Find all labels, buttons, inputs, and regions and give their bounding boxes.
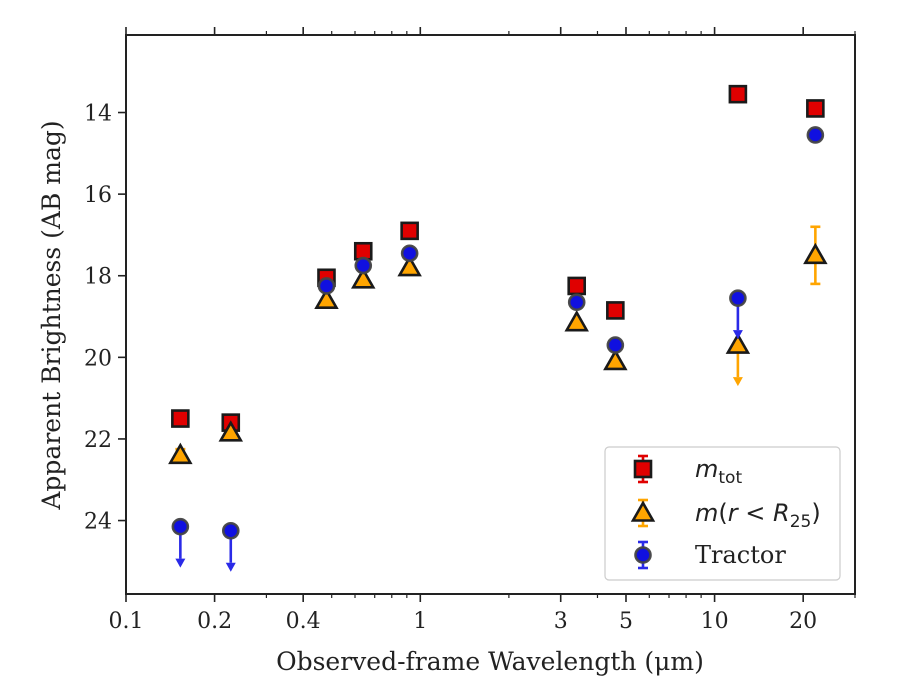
tractor-point [729, 289, 747, 307]
tractor-point [400, 244, 419, 263]
x-tick-label: 0.1 [109, 609, 144, 634]
mr25-point [603, 348, 628, 371]
tractor-point [221, 521, 240, 540]
mr25-point [218, 420, 244, 442]
x-tick-label: 5 [619, 609, 633, 634]
tractor-point [567, 293, 586, 312]
plot-data [168, 84, 828, 572]
x-tick-label: 0.4 [286, 609, 321, 634]
legend-marker [633, 459, 653, 479]
y-axis-label: Apparent Brightness (AB mag) [37, 120, 66, 510]
y-tick-label: 24 [84, 510, 112, 535]
legend-box [604, 446, 841, 581]
mr25-point [397, 254, 422, 277]
legend-marker [630, 500, 656, 522]
legend: mtot m(r < R25) Tractor [604, 446, 841, 581]
mtot-point [400, 221, 419, 241]
x-tick-label: 10 [701, 609, 729, 634]
x-tick-label: 3 [554, 609, 568, 634]
mr25-point [803, 242, 828, 265]
mr25-point [564, 310, 589, 332]
tractor-point [606, 336, 625, 354]
axes: 0.1 0.2 0.4 1 3 5 10 20 14 16 18 20 22 24 [84, 27, 856, 634]
x-tick-label: 20 [789, 609, 817, 634]
y-tick-label: 14 [84, 102, 112, 127]
mtot-point [567, 276, 587, 296]
mtot-point [806, 99, 825, 118]
legend-label-mtot: mtot [695, 455, 742, 488]
x-axis-label: Observed-frame Wavelength (μm) [276, 647, 704, 676]
plot-frame [125, 34, 856, 595]
series-2 [171, 126, 825, 572]
limit-arrow-head [732, 377, 743, 387]
y-tick-label: 22 [84, 428, 112, 453]
tractor-point [354, 256, 373, 275]
tractor-point [171, 517, 190, 536]
mr25-point [168, 442, 193, 465]
legend-label-mr25: m(r < R25) [695, 499, 821, 532]
tractor-point [317, 277, 336, 295]
series-1 [168, 225, 828, 465]
limit-arrow-head [732, 330, 743, 340]
tractor-point [806, 126, 825, 144]
mr25-point [351, 267, 376, 289]
y-tick-label: 16 [84, 183, 112, 208]
mtot-point [728, 84, 748, 104]
limit-arrow-head [175, 558, 186, 568]
y-tick-label: 18 [84, 265, 112, 290]
limit-arrow-head [225, 562, 236, 572]
mtot-point [606, 301, 625, 320]
x-tick-label: 0.2 [197, 609, 232, 634]
mr25-point [725, 332, 751, 354]
legend-label-tractor: Tractor [695, 541, 786, 569]
y-tick-label: 20 [84, 346, 112, 371]
mtot-point [171, 409, 190, 428]
x-tick-label: 1 [413, 609, 427, 634]
legend-marker [634, 546, 652, 564]
mr25-point [314, 287, 339, 310]
series-0 [171, 84, 825, 432]
